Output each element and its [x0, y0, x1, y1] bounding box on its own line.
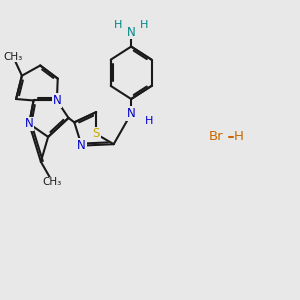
Text: H: H — [234, 130, 244, 143]
Text: N: N — [25, 117, 34, 130]
Text: N: N — [52, 94, 61, 107]
Text: H: H — [140, 20, 148, 30]
Text: H: H — [144, 116, 153, 126]
Text: N: N — [77, 139, 86, 152]
Text: CH₃: CH₃ — [4, 52, 23, 62]
Text: S: S — [92, 128, 100, 140]
Text: Br: Br — [208, 130, 223, 143]
Text: CH₃: CH₃ — [43, 177, 62, 187]
Text: H: H — [114, 20, 122, 30]
Text: N: N — [127, 26, 136, 38]
Text: N: N — [127, 107, 136, 120]
